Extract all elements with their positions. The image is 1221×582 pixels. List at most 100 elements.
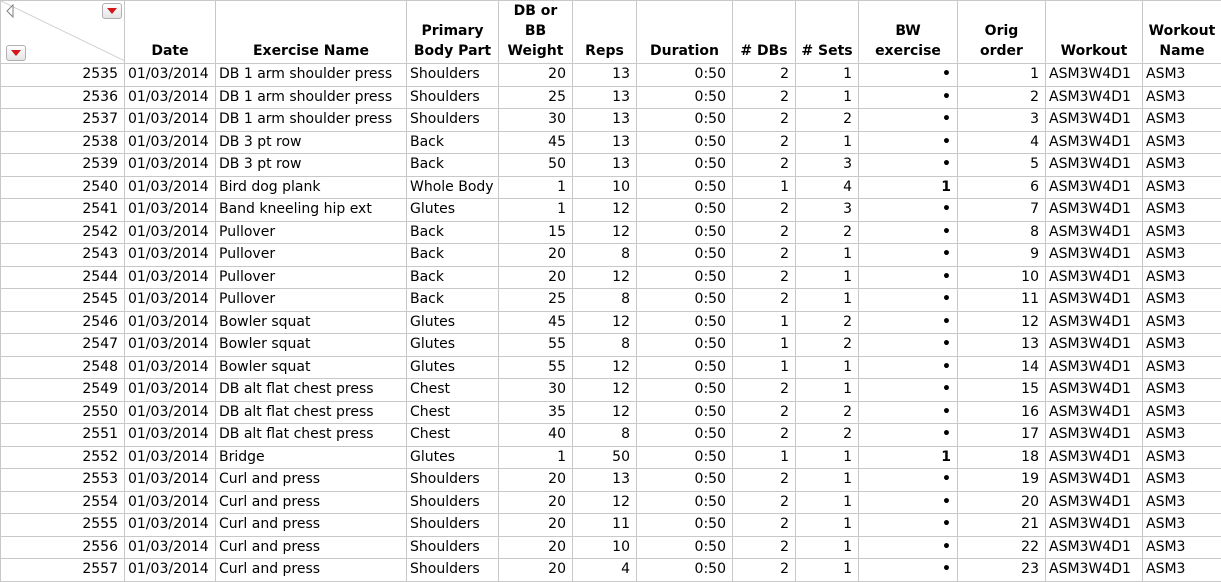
cell-body-part[interactable]: Shoulders (407, 64, 499, 87)
cell-workout[interactable]: ASM3W4D1 (1046, 86, 1143, 109)
cell-weight[interactable]: 25 (499, 289, 573, 312)
cell-workout[interactable]: ASM3W4D1 (1046, 356, 1143, 379)
cell-workout-name[interactable]: ASM3 (1143, 536, 1221, 559)
cell-workout[interactable]: ASM3W4D1 (1046, 424, 1143, 447)
cell-sets[interactable]: 1 (796, 266, 859, 289)
row-number[interactable]: 2546 (1, 311, 125, 334)
cell-bw-exercise[interactable]: • (859, 311, 958, 334)
cell-reps[interactable]: 11 (573, 514, 637, 537)
cell-bw-exercise[interactable]: • (859, 131, 958, 154)
cell-weight[interactable]: 20 (499, 244, 573, 267)
cell-body-part[interactable]: Shoulders (407, 491, 499, 514)
cell-weight[interactable]: 35 (499, 401, 573, 424)
cell-reps[interactable]: 13 (573, 109, 637, 132)
cell-dbs[interactable]: 2 (733, 86, 796, 109)
cell-workout[interactable]: ASM3W4D1 (1046, 536, 1143, 559)
cell-dbs[interactable]: 1 (733, 356, 796, 379)
cell-duration[interactable]: 0:50 (637, 514, 733, 537)
cell-workout[interactable]: ASM3W4D1 (1046, 109, 1143, 132)
cell-orig-order[interactable]: 5 (958, 154, 1046, 177)
cell-body-part[interactable]: Chest (407, 379, 499, 402)
cell-dbs[interactable]: 2 (733, 64, 796, 87)
cell-reps[interactable]: 10 (573, 536, 637, 559)
cell-date[interactable]: 01/03/2014 (125, 514, 216, 537)
cell-workout[interactable]: ASM3W4D1 (1046, 446, 1143, 469)
cell-orig-order[interactable]: 4 (958, 131, 1046, 154)
cell-dbs[interactable]: 2 (733, 289, 796, 312)
cell-workout-name[interactable]: ASM3 (1143, 176, 1221, 199)
cell-duration[interactable]: 0:50 (637, 469, 733, 492)
cell-exercise-name[interactable]: Bowler squat (216, 311, 407, 334)
row-number[interactable]: 2541 (1, 199, 125, 222)
cell-body-part[interactable]: Glutes (407, 446, 499, 469)
cell-sets[interactable]: 1 (796, 491, 859, 514)
cell-sets[interactable]: 3 (796, 154, 859, 177)
cell-orig-order[interactable]: 7 (958, 199, 1046, 222)
cell-orig-order[interactable]: 19 (958, 469, 1046, 492)
cell-body-part[interactable]: Glutes (407, 334, 499, 357)
cell-body-part[interactable]: Back (407, 289, 499, 312)
col-header-weight[interactable]: DB or BB Weight (499, 1, 573, 64)
cell-workout-name[interactable]: ASM3 (1143, 469, 1221, 492)
cell-body-part[interactable]: Chest (407, 401, 499, 424)
cell-sets[interactable]: 1 (796, 379, 859, 402)
cell-bw-exercise[interactable]: • (859, 109, 958, 132)
cell-duration[interactable]: 0:50 (637, 244, 733, 267)
cell-workout-name[interactable]: ASM3 (1143, 131, 1221, 154)
cell-workout-name[interactable]: ASM3 (1143, 64, 1221, 87)
cell-body-part[interactable]: Shoulders (407, 109, 499, 132)
cell-dbs[interactable]: 2 (733, 469, 796, 492)
cell-bw-exercise[interactable]: • (859, 469, 958, 492)
row-number[interactable]: 2556 (1, 536, 125, 559)
row-number[interactable]: 2536 (1, 86, 125, 109)
cell-orig-order[interactable]: 16 (958, 401, 1046, 424)
cell-sets[interactable]: 1 (796, 514, 859, 537)
cell-dbs[interactable]: 1 (733, 446, 796, 469)
cell-weight[interactable]: 1 (499, 176, 573, 199)
cell-reps[interactable]: 13 (573, 64, 637, 87)
col-header-duration[interactable]: Duration (637, 1, 733, 64)
row-number[interactable]: 2545 (1, 289, 125, 312)
cell-body-part[interactable]: Back (407, 221, 499, 244)
row-number[interactable]: 2539 (1, 154, 125, 177)
col-header-workout-name[interactable]: Workout Name (1143, 1, 1221, 64)
cell-exercise-name[interactable]: Bridge (216, 446, 407, 469)
cell-duration[interactable]: 0:50 (637, 446, 733, 469)
cell-weight[interactable]: 20 (499, 266, 573, 289)
cell-exercise-name[interactable]: DB 1 arm shoulder press (216, 109, 407, 132)
cell-orig-order[interactable]: 11 (958, 289, 1046, 312)
cell-workout[interactable]: ASM3W4D1 (1046, 379, 1143, 402)
cell-workout-name[interactable]: ASM3 (1143, 109, 1221, 132)
cell-workout-name[interactable]: ASM3 (1143, 491, 1221, 514)
cell-reps[interactable]: 12 (573, 311, 637, 334)
cell-dbs[interactable]: 2 (733, 536, 796, 559)
cell-duration[interactable]: 0:50 (637, 64, 733, 87)
cell-weight[interactable]: 20 (499, 64, 573, 87)
cell-workout-name[interactable]: ASM3 (1143, 311, 1221, 334)
cell-exercise-name[interactable]: DB alt flat chest press (216, 424, 407, 447)
cell-reps[interactable]: 13 (573, 86, 637, 109)
cell-orig-order[interactable]: 18 (958, 446, 1046, 469)
cell-duration[interactable]: 0:50 (637, 424, 733, 447)
cell-body-part[interactable]: Back (407, 244, 499, 267)
cell-bw-exercise[interactable]: • (859, 266, 958, 289)
cell-duration[interactable]: 0:50 (637, 536, 733, 559)
rows-menu-dropdown-icon[interactable] (6, 45, 26, 61)
cell-sets[interactable]: 1 (796, 64, 859, 87)
cell-workout[interactable]: ASM3W4D1 (1046, 514, 1143, 537)
cell-date[interactable]: 01/03/2014 (125, 221, 216, 244)
cell-workout[interactable]: ASM3W4D1 (1046, 199, 1143, 222)
cell-workout-name[interactable]: ASM3 (1143, 424, 1221, 447)
cell-weight[interactable]: 1 (499, 446, 573, 469)
cell-exercise-name[interactable]: Band kneeling hip ext (216, 199, 407, 222)
cell-exercise-name[interactable]: Curl and press (216, 514, 407, 537)
cell-orig-order[interactable]: 2 (958, 86, 1046, 109)
cell-body-part[interactable]: Shoulders (407, 86, 499, 109)
